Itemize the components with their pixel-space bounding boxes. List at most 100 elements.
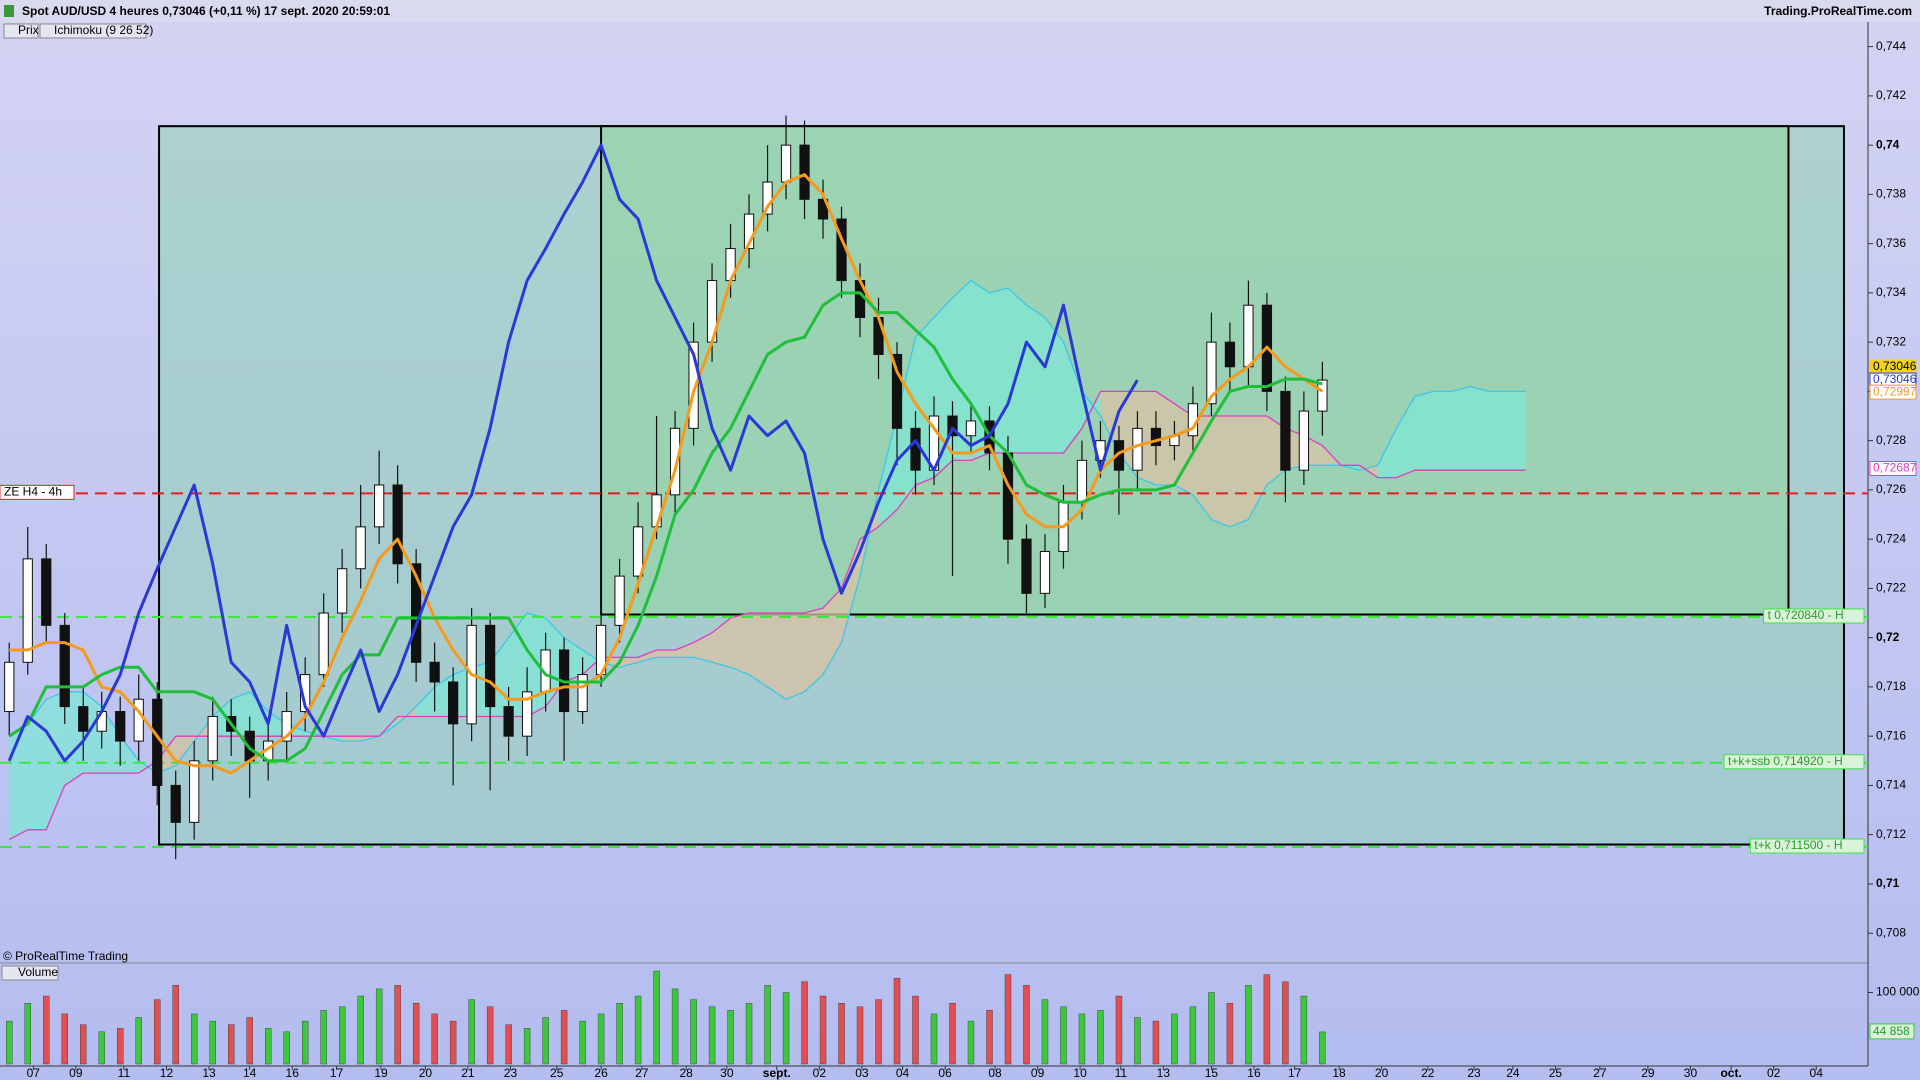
price-label: 0,73046 — [1873, 372, 1917, 386]
x-tick-label: 25 — [550, 1066, 564, 1080]
volume-bar — [468, 999, 475, 1065]
x-tick-label: 23 — [1467, 1066, 1481, 1080]
candle-body — [78, 706, 89, 732]
volume-bar — [1134, 1017, 1141, 1065]
cloud-fill — [120, 736, 139, 774]
y-tick-label: 0,708 — [1876, 925, 1906, 939]
volume-bar — [653, 970, 660, 1065]
indicator-line — [7, 143, 1139, 763]
y-tick-label: 0,71 — [1876, 876, 1900, 890]
volume-bar — [80, 1024, 87, 1065]
volume-bar — [209, 1020, 216, 1065]
cloud-fill — [1377, 428, 1397, 478]
cloud-fill — [656, 649, 676, 658]
candle-body — [1243, 304, 1254, 368]
level-label: ZE H4 - 4h — [4, 485, 62, 499]
candle-body — [300, 674, 311, 713]
volume-bar — [1319, 1031, 1326, 1065]
volume-bar — [727, 1010, 734, 1065]
y-tick-label: 0,712 — [1876, 827, 1906, 841]
candle-body — [392, 484, 403, 565]
x-tick-label: 16 — [1247, 1066, 1261, 1080]
x-tick-label: 14 — [243, 1066, 257, 1080]
y-tick-label: 0,742 — [1876, 88, 1906, 102]
level-label-box — [0, 484, 75, 500]
volume-bar — [967, 1020, 975, 1065]
y-tick-label: 0,72 — [1876, 630, 1900, 644]
candle-body — [189, 760, 200, 823]
cloud-fill — [1100, 391, 1119, 453]
candle-body — [965, 420, 977, 437]
candle-body — [59, 624, 70, 708]
x-tick-label: 02 — [813, 1066, 827, 1080]
candle-body — [4, 661, 15, 713]
x-tick-label: 30 — [1684, 1066, 1698, 1080]
volume-bar — [1097, 1010, 1104, 1065]
candle-body — [1132, 427, 1143, 471]
candle-body — [281, 711, 292, 742]
cloud-fill — [1433, 391, 1452, 471]
volume-bar — [930, 1013, 938, 1065]
y-tick-label: 0,732 — [1876, 334, 1906, 348]
candle-body — [947, 415, 958, 437]
volume-bar — [227, 1024, 235, 1065]
volume-bar — [6, 1020, 13, 1065]
x-tick-label: 26 — [594, 1066, 608, 1080]
cloud-fill — [27, 699, 47, 830]
level-label-box — [1723, 754, 1865, 770]
candle-body — [355, 526, 366, 570]
volume-bar — [505, 1024, 512, 1065]
level-label: t+k+ssb 0,714920 - H — [1728, 754, 1843, 768]
cloud-fill — [638, 649, 657, 663]
volume-bar — [1282, 981, 1289, 1065]
x-tick-label: 03 — [855, 1066, 869, 1080]
candle-body — [577, 674, 588, 713]
volume-bar — [1152, 1020, 1160, 1065]
copyright: © ProRealTime Trading — [3, 949, 128, 963]
volume-bar — [154, 999, 161, 1065]
cloud-fill — [786, 613, 805, 700]
volume-bar — [117, 1028, 124, 1065]
x-tick-label: 15 — [1205, 1066, 1219, 1080]
y-tick-label: 0,736 — [1876, 236, 1906, 250]
volume-bar — [412, 1002, 420, 1065]
volume-bar — [431, 1013, 438, 1065]
cloud-fill — [1063, 342, 1082, 453]
x-tick-label: 27 — [635, 1066, 649, 1080]
candle-body — [133, 698, 144, 742]
x-tick-label: 07 — [27, 1066, 41, 1080]
candle-body — [891, 353, 903, 429]
indicator-line — [8, 291, 1323, 763]
x-tick-label: 13 — [1157, 1066, 1171, 1080]
candle-body — [651, 494, 662, 528]
volume-bar — [24, 1002, 31, 1065]
x-tick-label: 04 — [1810, 1066, 1824, 1080]
x-tick-label: 28 — [679, 1066, 693, 1080]
cloud-fill — [1488, 391, 1508, 471]
y-tick-label: 0,738 — [1876, 187, 1906, 201]
x-tick-label: sept. — [763, 1066, 791, 1080]
volume-bar — [1004, 974, 1012, 1065]
candle-body — [521, 691, 533, 737]
volume-bar — [320, 1010, 327, 1065]
candle-body — [429, 661, 440, 683]
candle-body — [688, 341, 699, 429]
cloud-fill — [1507, 391, 1526, 471]
cloud-fill — [878, 416, 898, 527]
volume-bar — [579, 1020, 586, 1065]
x-tick-label: 11 — [118, 1066, 131, 1080]
volume-bar — [61, 1013, 68, 1065]
volume-bar — [1245, 985, 1252, 1065]
candle-body — [1224, 341, 1236, 368]
cloud-fill — [175, 736, 195, 766]
x-tick-label: 18 — [1332, 1066, 1346, 1080]
x-tick-label: 20 — [419, 1066, 433, 1080]
cloud-fill — [1414, 391, 1434, 471]
candle-body — [41, 558, 52, 626]
candle-body — [115, 711, 126, 742]
volume-bar — [1023, 985, 1030, 1065]
x-tick-label: 16 — [286, 1066, 300, 1080]
candle-body — [170, 784, 181, 823]
